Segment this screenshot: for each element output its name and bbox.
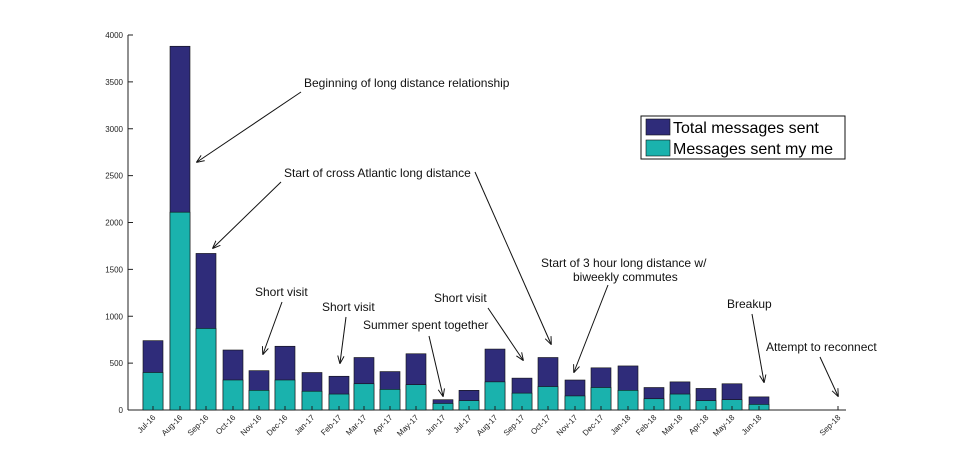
annotation-arrow: [428, 335, 443, 396]
legend-box: [640, 115, 846, 160]
y-tick-label: 1000: [105, 312, 123, 321]
annotation-label: Summer spent together: [363, 318, 488, 332]
bar-mine: [484, 381, 506, 411]
annotation: Breakup: [727, 297, 772, 382]
x-tick-label: Apr-18: [687, 413, 711, 437]
bar-mine: [274, 379, 296, 411]
x-tick-label: Mar-17: [344, 413, 369, 438]
annotation-arrow: [474, 171, 551, 344]
x-tick-label: Sep-17: [502, 413, 527, 438]
annotation-arrow: [340, 316, 347, 363]
y-tick-label: 500: [110, 359, 124, 368]
y-tick-label: 4000: [105, 31, 123, 40]
x-tick-label: Dec-17: [581, 413, 606, 438]
annotation-label: Attempt to reconnect: [766, 340, 877, 354]
x-tick-label: Feb-18: [634, 413, 659, 438]
y-tick-label: 2500: [105, 172, 123, 181]
annotation: Beginning of long distance relationship: [197, 76, 510, 162]
x-tick-label: Aug-17: [475, 413, 500, 438]
legend-label-total: Total messages sent: [673, 120, 819, 137]
annotation-arrow: [574, 284, 609, 372]
annotation-arrow: [487, 307, 523, 360]
x-tick-label: Sep-18: [818, 413, 843, 438]
y-tick-label: 0: [119, 406, 124, 415]
x-tick-label: Oct-17: [529, 413, 553, 437]
annotation: Start of cross Atlantic long distance: [213, 166, 471, 248]
annotation-label: Breakup: [727, 297, 772, 311]
legend-label-mine: Messages sent my me: [673, 141, 833, 158]
bar-mine: [142, 372, 164, 411]
annotation-label-line2: biweekly commutes: [573, 270, 678, 284]
bar-mine: [169, 211, 191, 411]
x-tick-label: Nov-17: [555, 413, 580, 438]
annotation: Short visit: [322, 300, 375, 363]
x-tick-label: Mar-18: [660, 413, 685, 438]
annotation: Summer spent together: [363, 318, 488, 396]
x-tick-label: Jul-16: [136, 413, 158, 435]
annotation: Short visit: [434, 291, 523, 360]
x-tick-label: Aug-16: [160, 413, 185, 438]
x-tick-label: Jan-17: [293, 413, 317, 437]
annotation-arrow: [197, 91, 302, 162]
x-tick-label: Jun-18: [740, 413, 764, 437]
annotation-label: Short visit: [255, 285, 308, 299]
annotation-label: Short visit: [434, 291, 487, 305]
annotation: Attempt to reconnect: [766, 340, 877, 396]
x-tick-label: Apr-17: [371, 413, 395, 437]
x-tick-label: Oct-16: [214, 413, 238, 437]
annotation-arrow: [751, 313, 764, 382]
x-tick-label: May-17: [395, 413, 421, 439]
annotation-arrow: [213, 181, 282, 248]
x-tick-label: Jan-18: [609, 413, 633, 437]
y-tick-label: 1500: [105, 265, 123, 274]
x-tick-label: Jun-17: [424, 413, 448, 437]
bar-mine: [195, 328, 217, 411]
annotation-label: Start of 3 hour long distance w/: [541, 256, 707, 270]
annotation-arrow: [819, 356, 838, 396]
y-tick-label: 3000: [105, 125, 123, 134]
annotation-label: Short visit: [322, 300, 375, 314]
annotation: Short visit: [255, 285, 308, 354]
legend-swatch-mine: [645, 139, 671, 157]
x-tick-label: Feb-17: [319, 413, 344, 438]
annotation-label: Beginning of long distance relationship: [304, 76, 510, 90]
y-tick-label: 2000: [105, 219, 123, 228]
x-tick-label: May-18: [711, 413, 737, 439]
bar-mine: [222, 379, 244, 411]
x-tick-label: Sep-16: [186, 413, 211, 438]
annotation-label: Start of cross Atlantic long distance: [284, 166, 471, 180]
legend-swatch-total: [645, 118, 671, 136]
annotation-arrow: [263, 301, 283, 354]
x-tick-label: Dec-16: [265, 413, 290, 438]
x-tick-label: Nov-16: [239, 413, 264, 438]
annotation: Start of 3 hour long distance w/biweekly…: [541, 256, 707, 372]
x-tick-label: Jul-17: [452, 413, 474, 435]
y-tick-label: 3500: [105, 78, 123, 87]
legend: Total messages sent Messages sent my me: [640, 115, 846, 160]
